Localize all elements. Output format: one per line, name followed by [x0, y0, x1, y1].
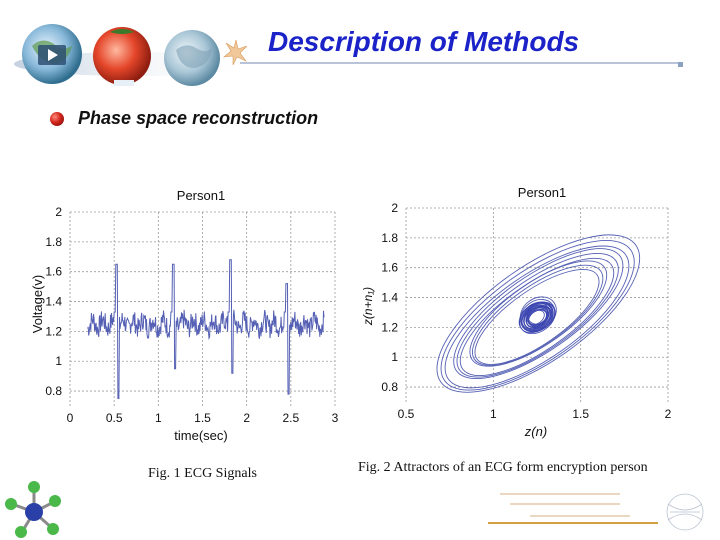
- figure-1-caption: Fig. 1 ECG Signals: [148, 466, 257, 481]
- x-tick-label: 3: [332, 411, 339, 425]
- bullet-item: Phase space reconstruction: [50, 108, 318, 129]
- y-tick-label: 1.6: [381, 261, 398, 275]
- attractor-loop: [440, 240, 635, 391]
- title-rule-endpoint: [678, 62, 683, 67]
- attractor-core-loop: [519, 301, 556, 335]
- x-tick-label: 2: [243, 411, 250, 425]
- chart2-xlabel: z(n): [524, 424, 547, 439]
- y-tick-label: 2: [55, 205, 62, 219]
- y-tick-label: 1.4: [45, 295, 62, 309]
- attractor-core-loop: [523, 303, 553, 330]
- chart1-ylabel: Voltage(v): [30, 275, 45, 334]
- chart2-title: Person1: [518, 185, 566, 200]
- x-tick-label: 1.5: [572, 407, 589, 421]
- x-tick-label: 1: [155, 411, 162, 425]
- x-tick-label: 1: [490, 407, 497, 421]
- bullet-text: Phase space reconstruction: [78, 108, 319, 128]
- x-tick-label: 0: [67, 411, 74, 425]
- ecg-trace-line: [87, 259, 325, 399]
- ecg-signal-chart: 0 0.5 1 1.5 2 2.5 3 0.8 1 1.2 1.4 1.6 1.8 2 Person1 t…: [30, 184, 360, 446]
- y-tick-label: 1: [55, 354, 62, 368]
- attractor-core-loop: [526, 306, 551, 329]
- attractor-core-loop: [521, 302, 556, 333]
- y-tick-label: 0.8: [45, 384, 62, 398]
- x-tick-label: 2.5: [282, 411, 299, 425]
- y-tick-label: 2: [391, 201, 398, 215]
- x-tick-label: 2: [665, 407, 672, 421]
- figure-2-caption: Fig. 2 Attractors of an ECG form encrypt…: [358, 460, 648, 475]
- y-tick-label: 1.8: [381, 231, 398, 245]
- y-tick-label: 1.6: [45, 265, 62, 279]
- title-underline: [240, 62, 680, 64]
- attractor-loop: [471, 264, 604, 366]
- attractor-loop: [453, 248, 624, 380]
- molecule-icon: [5, 481, 61, 538]
- y-tick-label: 1.2: [45, 324, 62, 338]
- university-logo-icon: [488, 493, 704, 531]
- y-tick-label: 1.4: [381, 291, 398, 305]
- slide-title: Description of Methods: [268, 26, 580, 57]
- attractor-loop: [474, 269, 600, 365]
- y-tick-label: 1: [391, 350, 398, 364]
- attractor-loop: [459, 257, 615, 377]
- x-tick-label: 1.5: [194, 411, 211, 425]
- chart1-xlabel: time(sec): [174, 428, 227, 443]
- attractor-chart: 0.5 1 1.5 2 0.8 1 1.2 1.4 1.6 1.8 2 Person1 z(n) z…: [356, 180, 696, 442]
- chart2-ylabel: z(n+n₁): [361, 287, 375, 326]
- attractor-loop: [456, 253, 619, 378]
- y-tick-label: 0.8: [381, 380, 398, 394]
- globe-tomato-banner-icon: [14, 24, 254, 86]
- x-tick-label: 0.5: [398, 407, 415, 421]
- x-tick-label: 0.5: [106, 411, 123, 425]
- chart1-title: Person1: [177, 188, 225, 203]
- ecg-signal-chart-svg: 0 0.5 1 1.5 2 2.5 3 0.8 1 1.2 1.4 1.6 1.8 2 Person1 t…: [30, 188, 339, 443]
- attractor-core-loop: [527, 307, 548, 326]
- y-tick-label: 1.8: [45, 235, 62, 249]
- attractor-loop: [436, 234, 641, 393]
- attractor-chart-svg: 0.5 1 1.5 2 0.8 1 1.2 1.4 1.6 1.8 2 Person1 z(n) z…: [361, 185, 672, 439]
- red-sphere-bullet-icon: [50, 111, 64, 126]
- attractor-loop: [444, 245, 630, 389]
- y-tick-label: 1.2: [381, 320, 398, 334]
